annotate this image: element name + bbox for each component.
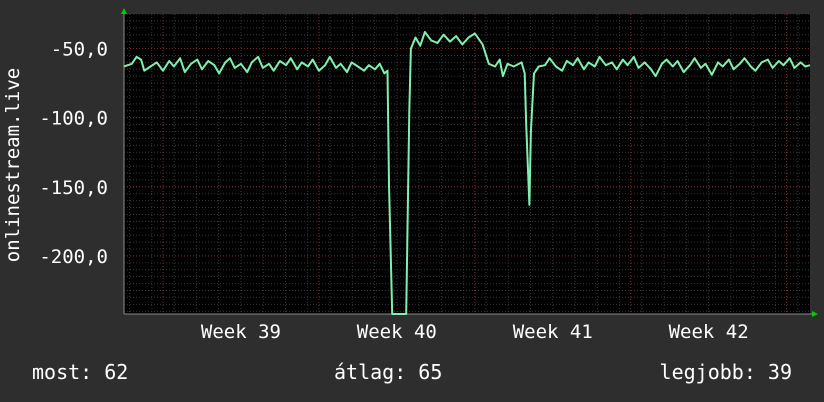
x-tick-label: Week 42: [669, 321, 749, 343]
y-tick-label: -50,0: [51, 39, 108, 61]
y-tick-label: -200,0: [39, 246, 108, 268]
x-tick-labels: Week 39 Week 40 Week 41 Week 42: [201, 321, 749, 343]
x-axis-arrow-icon: [812, 311, 818, 317]
stat-best: legjobb: 39: [659, 360, 792, 384]
y-axis-label: onlinestream.live: [2, 68, 24, 262]
x-tick-label: Week 41: [513, 321, 593, 343]
y-axis-arrow-icon: [121, 8, 127, 14]
axes: [121, 8, 818, 317]
plot-area: [124, 14, 810, 314]
x-tick-label: Week 39: [201, 321, 281, 343]
y-tick-label: -150,0: [39, 177, 108, 199]
y-tick-label: -100,0: [39, 108, 108, 130]
series-group: [123, 31, 811, 315]
stats-footer: most: 62 átlag: 65 legjobb: 39: [0, 360, 824, 390]
x-tick-label: Week 40: [357, 321, 437, 343]
stat-average: átlag: 65: [334, 360, 443, 384]
series-line: [123, 31, 811, 315]
stat-current: most: 62: [32, 360, 129, 384]
grid: [124, 13, 810, 314]
y-tick-labels: -50,0 -100,0 -150,0 -200,0: [39, 39, 108, 268]
line-chart: -50,0-100,0-150,0-200,0 Week 39 Week 40 We…: [2, 8, 818, 343]
